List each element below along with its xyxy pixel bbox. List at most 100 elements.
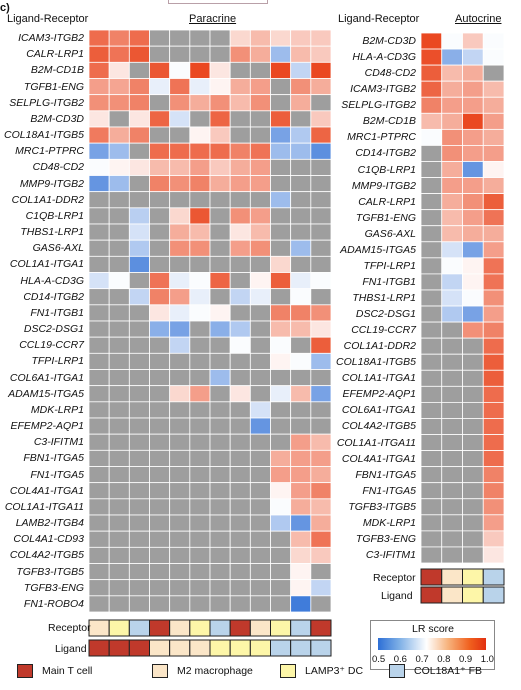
row-label: TGFB1-ENG (23, 80, 84, 93)
heatmap-cell (290, 417, 312, 435)
heatmap-cell (270, 61, 292, 79)
heatmap-cell (290, 110, 312, 128)
row-label: COL1A1-ITGA1 (9, 258, 84, 271)
heatmap-cell (88, 158, 110, 176)
heatmap-cell (209, 579, 231, 597)
heatmap-cell (108, 255, 130, 273)
heatmap-cell (482, 161, 505, 178)
row-label: COL1A1-ITGA1 (341, 372, 416, 385)
heatmap-cell (441, 177, 463, 195)
heatmap-cell (249, 352, 271, 370)
heatmap-cell (108, 223, 130, 241)
heatmap-cell (462, 241, 484, 259)
heatmap-cell (229, 514, 251, 532)
heatmap-cell (270, 191, 292, 209)
heatmap-cell (209, 110, 231, 128)
row-label: GAS6-AXL (32, 242, 84, 255)
row-label: SELPLG-ITGB2 (9, 96, 84, 109)
heatmap-cell (169, 530, 191, 548)
heatmap-cell (209, 336, 231, 354)
heatmap-cell (128, 433, 150, 451)
heatmap-cell (270, 207, 292, 225)
heatmap-cell (108, 385, 130, 403)
heatmap-cell (149, 239, 171, 257)
receptor-type-cell (88, 619, 110, 637)
row-label: COL4A2-ITGB5 (9, 549, 84, 562)
heatmap-cell (249, 336, 271, 354)
row-label: FN1-ITGA5 (30, 468, 84, 481)
heatmap-cell (290, 449, 312, 467)
heatmap-cell (229, 352, 251, 370)
heatmap-cell (209, 94, 231, 112)
heatmap-cell (189, 191, 211, 209)
heatmap-cell (441, 482, 463, 500)
heatmap-cell (420, 514, 443, 532)
heatmap-cell (441, 434, 463, 451)
heatmap-cell (149, 142, 171, 160)
heatmap-cell (189, 142, 211, 160)
heatmap-cell (149, 288, 171, 306)
heatmap-cell (169, 385, 191, 403)
heatmap-cell (270, 369, 292, 387)
heatmap-cell (290, 352, 312, 370)
heatmap-cell (169, 304, 191, 322)
heatmap-cell (108, 530, 130, 548)
heatmap-cell (169, 320, 191, 338)
heatmap-cell (189, 595, 211, 613)
heatmap-cell (420, 482, 443, 500)
heatmap-cell (229, 272, 251, 290)
heatmap-cell (310, 401, 332, 419)
heatmap-cell (249, 61, 271, 79)
heatmap-cell (310, 530, 332, 548)
paracrine-receptor-label: Receptor (48, 622, 91, 634)
heatmap-cell (482, 546, 505, 564)
heatmap-cell (108, 94, 130, 112)
receptor-type-cell (290, 619, 312, 637)
heatmap-cell (310, 595, 332, 613)
heatmap-cell (169, 514, 191, 532)
heatmap-cell (209, 207, 231, 225)
heatmap-cell (310, 369, 332, 387)
heatmap-cell (189, 29, 211, 47)
heatmap-cell (270, 288, 292, 306)
heatmap-cell (209, 530, 231, 548)
heatmap-cell (209, 320, 231, 338)
heatmap-cell (189, 482, 211, 500)
panel-label: c) (0, 2, 10, 14)
heatmap-cell (229, 94, 251, 112)
heatmap-cell (441, 450, 463, 468)
heatmap-cell (189, 175, 211, 193)
ligand-type-cell (149, 639, 171, 657)
heatmap-cell (229, 433, 251, 451)
heatmap-cell (128, 29, 150, 47)
row-label: COL1A1-DDR2 (11, 193, 84, 206)
heatmap-cell (462, 498, 484, 516)
heatmap-cell (310, 272, 332, 290)
heatmap-cell (441, 80, 463, 98)
heatmap-cell (149, 110, 171, 128)
row-label: CD48-CD2 (364, 67, 416, 80)
heatmap-cell (88, 142, 110, 160)
heatmap-cell (249, 514, 271, 532)
heatmap-cell (88, 385, 110, 403)
heatmap-cell (149, 352, 171, 370)
receptor-type-cell (441, 568, 463, 586)
heatmap-cell (249, 175, 271, 193)
row-label: COL4A1-CD93 (13, 533, 84, 546)
heatmap-cell (88, 223, 110, 241)
heatmap-cell (128, 401, 150, 419)
heatmap-cell (189, 223, 211, 241)
heatmap-cell (189, 449, 211, 467)
row-label: TGFB1-ENG (355, 211, 416, 224)
heatmap-cell (290, 158, 312, 176)
heatmap-cell (310, 223, 332, 241)
heatmap-cell (128, 369, 150, 387)
heatmap-cell (88, 449, 110, 467)
left-header: Ligand-Receptor (7, 13, 89, 25)
heatmap-cell (189, 336, 211, 354)
heatmap-cell (108, 207, 130, 225)
heatmap-cell (88, 546, 110, 564)
heatmap-cell (189, 272, 211, 290)
heatmap-cell (128, 158, 150, 176)
row-label: THBS1-LRP1 (352, 292, 416, 304)
